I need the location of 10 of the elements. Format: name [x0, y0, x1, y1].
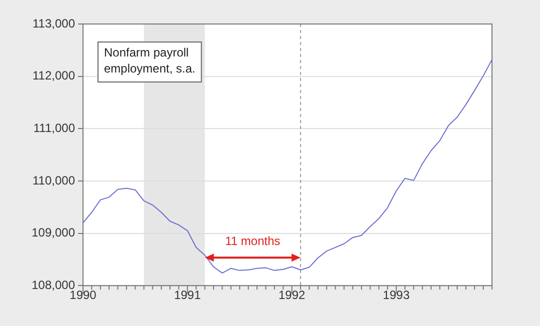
x-tick-label: 1991 [174, 288, 202, 302]
y-tick-label: 109,000 [32, 226, 76, 240]
x-tick-label: 1993 [382, 288, 410, 302]
y-tick-label: 110,000 [32, 173, 76, 188]
x-tick-label: 1992 [278, 288, 306, 302]
annotation: 11 months [225, 234, 280, 248]
annotation: Nonfarm payroll employment, s.a. [104, 45, 196, 76]
y-tick-label: 112,000 [32, 68, 76, 83]
y-tick-label: 113,000 [32, 16, 76, 30]
y-tick-label: 111,000 [33, 120, 76, 135]
